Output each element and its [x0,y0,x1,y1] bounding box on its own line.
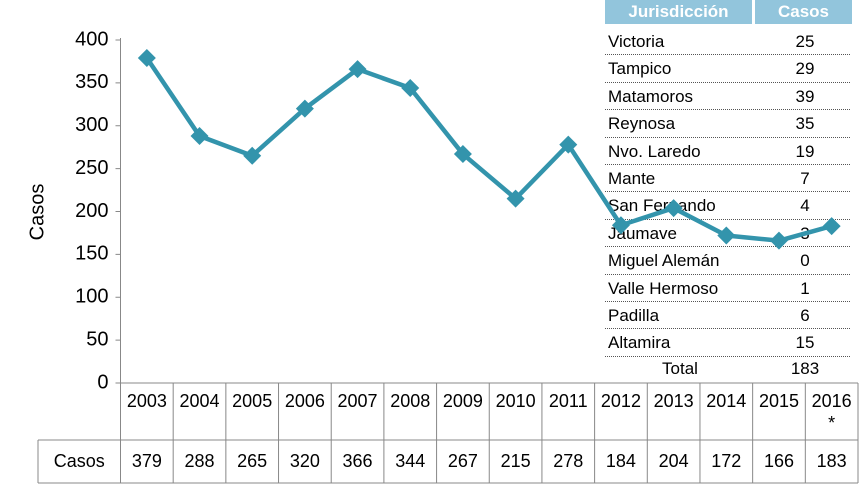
table-row [605,302,850,330]
table-row [605,275,850,302]
table-row [605,329,850,357]
data-table-value: 204 [658,451,689,471]
data-table-value: 215 [500,451,531,471]
table-label: Nvo. Laredo [608,141,701,161]
x-tick-label: 2009 [442,391,483,411]
x-tick-label: 2015 [758,391,799,411]
data-table-value: 267 [447,451,478,471]
table-row [605,110,850,138]
y-tick-label: 300 [75,114,108,136]
marker [769,231,788,250]
data-table-value: 184 [605,451,636,471]
data-table-value: 265 [237,451,268,471]
x-tick-label: 2012 [600,391,641,411]
marker [137,49,156,68]
data-table-value: 278 [553,451,584,471]
table-label: Padilla [608,306,660,325]
table-value: 25 [795,32,815,51]
marker [611,216,630,235]
data-table-value: 320 [289,451,320,471]
table-row [605,247,850,275]
table-label: Reynosa [608,114,676,134]
y-tick-label: 350 [75,71,108,93]
x-tick-label: 2016* [811,391,852,433]
data-table-value: 344 [395,451,426,471]
table-value: 15 [795,333,815,353]
marker [190,127,209,146]
x-tick-label: 2006 [284,391,325,411]
data-table-value: 379 [131,451,162,471]
marker [401,79,420,98]
y-tick-label: 150 [75,243,108,265]
table-header-cell: Casos [755,0,852,24]
table-value: 39 [795,86,815,106]
data-table-value: 172 [711,451,742,471]
table-row [605,138,850,165]
table-label: Valle Hermoso [608,278,719,298]
table-total-label: Total [662,358,698,378]
marker [295,99,314,118]
marker [822,217,841,236]
table-label: Matamoros [608,86,694,106]
table-label: San Fernando [608,196,716,216]
marker [348,60,367,79]
series-name: Casos [53,451,105,471]
marker [717,226,736,245]
table-value: 29 [795,59,815,79]
table-row [605,220,850,248]
table-value: 4 [800,196,810,216]
y-tick-label: 50 [86,328,108,350]
x-tick-label: 2005 [232,391,273,411]
data-table-value: 288 [184,451,215,471]
marker [664,199,683,218]
data-table-value: 366 [342,451,373,471]
table-value: 35 [795,114,815,134]
x-tick-label: 2011 [548,391,588,411]
table-value: 1 [800,278,810,298]
table-value: 7 [800,169,810,188]
table-value: 6 [800,306,810,325]
x-tick-label: 2013 [653,391,694,411]
data-table-value: 166 [763,451,794,471]
x-tick-label: 2010 [495,391,536,411]
y-tick-label: 400 [75,28,108,50]
table-label: Tampico [608,59,672,79]
table-label: Victoria [608,32,665,51]
table-row [605,83,850,111]
table-row [605,165,850,193]
x-tick-label: 2014 [706,391,747,411]
table-row [605,28,850,56]
table-header-cell: Jurisdicción [605,0,752,24]
y-tick-label: 250 [75,157,108,179]
marker [243,146,262,165]
x-tick-label: 2007 [337,391,378,411]
marker [559,135,578,154]
data-table-value: 183 [816,451,847,471]
y-tick-label: 0 [97,371,108,393]
marker [453,145,472,164]
table-label: Altamira [608,333,671,353]
table-label: Mante [608,169,656,188]
table-row [605,55,850,83]
table-value: 19 [795,141,815,161]
y-tick-label: 200 [75,200,108,222]
y-axis-title: Casos [26,184,48,241]
x-tick-label: 2003 [126,391,167,411]
table-row [605,192,850,220]
x-tick-label: 2004 [179,391,220,411]
x-tick-label: 2008 [390,391,431,411]
y-tick-label: 100 [75,286,108,308]
table-value: 0 [800,251,810,271]
marker [506,189,525,208]
line-series [144,56,833,243]
table-total-value: 183 [790,358,820,378]
table-label: Miguel Alemán [608,251,720,271]
